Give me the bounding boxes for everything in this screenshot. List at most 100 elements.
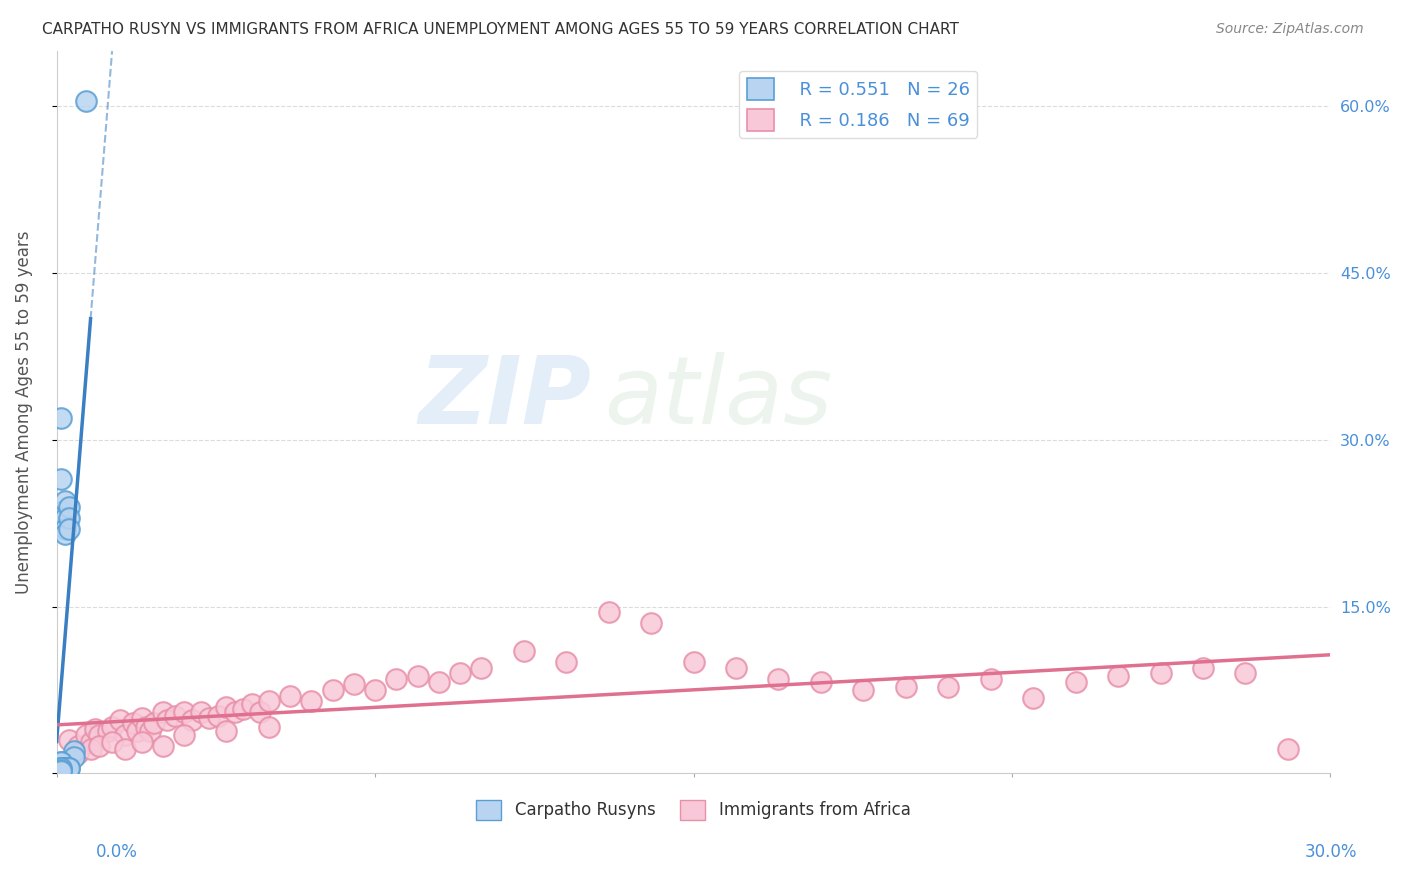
Point (257, 720, 280, 734)
Point (165, 708, 187, 723)
Point (1149, 666, 1171, 681)
Point (87, 727, 110, 741)
Point (682, 655, 704, 669)
Point (173, 706, 195, 720)
Point (470, 661, 492, 675)
Point (135, 720, 157, 734)
Point (58, 761, 80, 775)
Point (49, 764, 72, 779)
Point (1064, 675, 1087, 690)
Point (66, 739, 89, 753)
Point (75, 94, 97, 108)
Point (190, 706, 212, 720)
Point (122, 716, 145, 731)
Point (555, 655, 578, 669)
Point (156, 713, 179, 727)
Point (114, 742, 136, 756)
Point (449, 666, 471, 681)
Point (114, 727, 136, 741)
Point (127, 724, 149, 739)
Point (152, 739, 174, 753)
Point (724, 661, 747, 675)
Legend: Carpatho Rusyns, Immigrants from Africa: Carpatho Rusyns, Immigrants from Africa (470, 793, 917, 827)
Point (101, 735, 124, 749)
Point (53, 527, 76, 541)
Point (49, 763, 72, 777)
Point (224, 706, 246, 720)
Point (936, 680, 959, 694)
Point (768, 672, 790, 686)
Point (131, 711, 153, 725)
Point (640, 616, 662, 631)
Point (49, 761, 72, 775)
Point (198, 711, 221, 725)
Point (343, 677, 366, 691)
Point (278, 689, 301, 703)
Point (299, 694, 322, 708)
Point (49, 756, 72, 770)
Point (152, 706, 174, 720)
Point (58, 510, 80, 524)
Point (58, 733, 80, 747)
Point (79, 735, 101, 749)
Point (49, 410, 72, 425)
Point (49, 761, 72, 775)
Point (110, 713, 132, 727)
Point (66, 747, 89, 761)
Point (53, 761, 76, 775)
Point (53, 761, 76, 775)
Point (143, 716, 166, 731)
Point (364, 683, 387, 698)
Point (1192, 661, 1215, 675)
Point (97, 724, 120, 739)
Point (49, 756, 72, 770)
Text: atlas: atlas (605, 352, 832, 443)
Point (181, 713, 204, 727)
Point (1277, 742, 1299, 756)
Point (215, 724, 238, 739)
Point (83, 722, 105, 736)
Point (852, 683, 875, 698)
Text: Source: ZipAtlas.com: Source: ZipAtlas.com (1216, 22, 1364, 37)
Text: CARPATHO RUSYN VS IMMIGRANTS FROM AFRICA UNEMPLOYMENT AMONG AGES 55 TO 59 YEARS : CARPATHO RUSYN VS IMMIGRANTS FROM AFRICA… (42, 22, 959, 37)
Point (240, 698, 263, 712)
Point (101, 720, 124, 734)
Point (49, 505, 72, 519)
Point (1022, 690, 1045, 705)
Text: 0.0%: 0.0% (96, 843, 138, 861)
Point (53, 494, 76, 508)
Point (53, 522, 76, 536)
Point (1107, 668, 1129, 682)
Point (131, 735, 153, 749)
Text: 30.0%: 30.0% (1305, 843, 1357, 861)
Point (810, 675, 832, 690)
Point (58, 500, 80, 514)
Point (87, 739, 110, 753)
Point (598, 605, 620, 619)
Text: ZIP: ZIP (419, 351, 592, 443)
Point (49, 505, 72, 519)
Point (257, 694, 280, 708)
Point (58, 761, 80, 775)
Point (62, 749, 84, 764)
Point (980, 672, 1002, 686)
Point (53, 510, 76, 524)
Point (49, 761, 72, 775)
Point (249, 706, 271, 720)
Point (75, 727, 97, 741)
Point (1234, 666, 1257, 681)
Point (215, 699, 238, 714)
Point (62, 744, 84, 758)
Point (894, 680, 917, 694)
Y-axis label: Unemployment Among Ages 55 to 59 years: Unemployment Among Ages 55 to 59 years (15, 230, 32, 594)
Point (53, 761, 76, 775)
Point (427, 675, 450, 690)
Point (139, 724, 162, 739)
Point (232, 702, 254, 716)
Point (385, 672, 408, 686)
Point (322, 683, 344, 698)
Point (173, 727, 195, 741)
Point (207, 708, 229, 723)
Point (49, 472, 72, 486)
Point (58, 522, 80, 536)
